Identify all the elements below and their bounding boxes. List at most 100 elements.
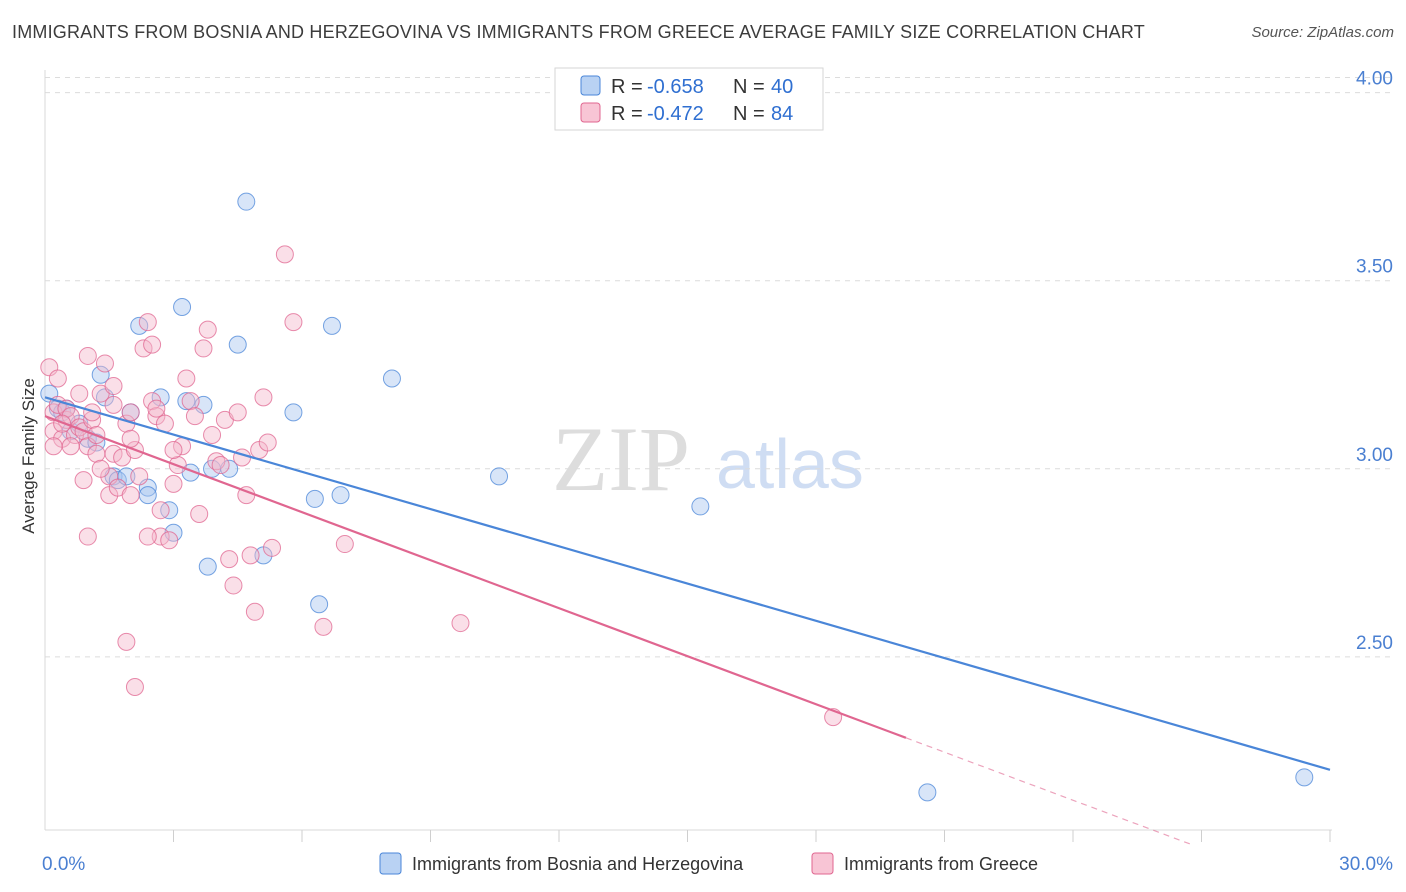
data-point: [74, 471, 93, 490]
data-point: [220, 550, 239, 569]
x-axis-ticks: [173, 830, 1331, 842]
data-point: [211, 456, 230, 475]
data-point: [245, 602, 264, 621]
legend: Immigrants from Bosnia and Herzegovina I…: [379, 852, 1038, 875]
y-tick-label: 3.50: [1356, 257, 1393, 278]
data-point: [1295, 768, 1314, 787]
data-point: [104, 444, 123, 463]
watermark-atlas: atlas: [716, 425, 864, 503]
data-point: [228, 335, 247, 354]
stats-n-value-bosnia: 40: [771, 76, 793, 98]
x-tick-label-max: 30.0%: [1339, 854, 1393, 875]
data-point: [254, 388, 273, 407]
series-greece: [40, 245, 843, 727]
data-point: [104, 377, 123, 396]
legend-swatch-greece: [811, 852, 834, 875]
data-point: [104, 395, 123, 414]
data-point: [87, 444, 106, 463]
data-point: [228, 403, 247, 422]
stats-n-label-bosnia: N =: [733, 76, 765, 98]
data-point: [160, 531, 179, 550]
data-point: [198, 320, 217, 339]
data-point: [451, 614, 470, 633]
data-point: [284, 313, 303, 332]
data-point: [164, 474, 183, 493]
data-point: [130, 316, 149, 335]
data-point: [237, 192, 256, 211]
data-point: [143, 335, 162, 354]
x-tick-label-min: 0.0%: [42, 854, 85, 875]
stats-n-label-greece: N =: [733, 103, 765, 125]
data-point: [138, 486, 157, 505]
stats-swatch-bosnia: [580, 75, 601, 96]
trend-layer: [44, 396, 1331, 846]
data-point: [305, 489, 324, 508]
stats-r-label-greece: R =: [611, 103, 643, 125]
legend-label-bosnia: Immigrants from Bosnia and Herzegovina: [412, 854, 744, 874]
stats-r-value-greece: -0.472: [647, 103, 704, 125]
y-tick-label: 2.50: [1356, 633, 1393, 654]
data-point: [224, 576, 243, 595]
trend-line-bosnia: [44, 396, 1331, 771]
data-point: [78, 346, 97, 365]
data-point: [284, 403, 303, 422]
chart-source: Source: ZipAtlas.com: [1251, 24, 1394, 41]
trend-line-extension-greece: [905, 737, 1194, 846]
data-point: [70, 384, 89, 403]
data-point: [263, 538, 282, 557]
data-point: [164, 441, 183, 459]
data-point: [691, 497, 710, 516]
data-point: [258, 433, 277, 452]
data-point: [78, 527, 97, 546]
y-tick-label: 4.00: [1356, 69, 1393, 90]
data-point: [130, 467, 149, 486]
data-point: [382, 369, 401, 388]
data-point: [190, 504, 209, 523]
data-point: [117, 632, 136, 651]
data-point: [194, 339, 213, 358]
data-point: [918, 783, 937, 802]
data-point: [147, 399, 166, 418]
data-point: [177, 392, 196, 411]
data-point: [125, 678, 144, 697]
data-point: [48, 369, 67, 388]
data-point: [490, 467, 509, 486]
data-point: [331, 486, 350, 505]
data-point: [121, 486, 140, 505]
data-point: [335, 535, 354, 554]
data-point: [91, 459, 110, 478]
data-point: [121, 429, 140, 448]
data-point: [275, 245, 294, 264]
data-point: [241, 546, 260, 565]
data-point: [203, 425, 222, 444]
data-point: [173, 298, 192, 317]
data-point: [108, 471, 127, 490]
stats-swatch-greece: [580, 102, 601, 123]
y-tick-label: 3.00: [1356, 445, 1393, 466]
stats-n-value-greece: 84: [771, 103, 793, 125]
data-point: [322, 316, 341, 335]
chart-title: IMMIGRANTS FROM BOSNIA AND HERZEGOVINA V…: [12, 22, 1145, 42]
data-point: [138, 313, 157, 332]
data-point: [181, 392, 200, 411]
data-point: [314, 617, 333, 636]
legend-swatch-bosnia: [379, 852, 402, 875]
data-point: [151, 501, 170, 520]
y-axis-tick-labels: 2.50 3.00 3.50 4.00: [1356, 69, 1393, 654]
data-point: [134, 339, 153, 358]
legend-label-greece: Immigrants from Greece: [844, 854, 1038, 874]
data-point: [121, 403, 140, 422]
grid-lines: [45, 77, 1394, 658]
stats-r-value-bosnia: -0.658: [647, 76, 704, 98]
data-point: [95, 354, 114, 373]
data-point: [61, 437, 80, 456]
data-point: [138, 527, 157, 546]
data-point: [310, 595, 329, 614]
stats-box: R = -0.658 N = 40 R = -0.472 N = 84: [554, 67, 824, 131]
data-point: [185, 407, 204, 426]
data-point: [151, 388, 170, 407]
stats-r-label-bosnia: R =: [611, 76, 643, 98]
data-point: [198, 557, 217, 576]
data-point: [91, 365, 110, 384]
